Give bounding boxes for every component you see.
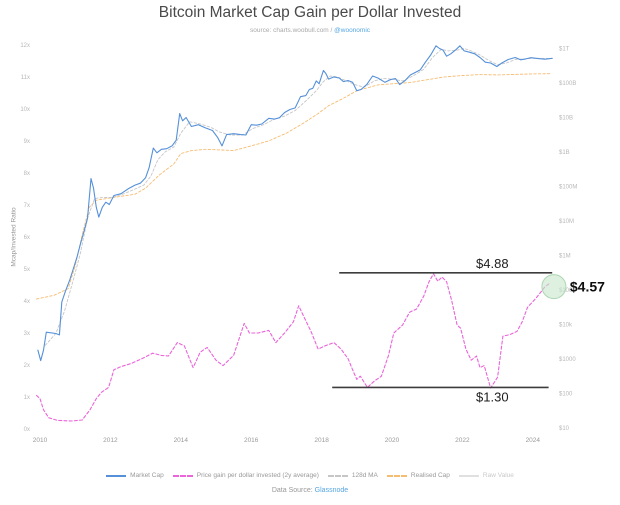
x-axis-tick-label: 2010 xyxy=(33,437,48,444)
legend-label-price-gain: Price gain per dollar invested (2y avera… xyxy=(196,472,319,479)
left-axis-tick-label: 9x xyxy=(24,139,30,145)
x-axis-tick-label: 2020 xyxy=(385,437,400,444)
x-axis-tick-label: 2012 xyxy=(103,437,118,444)
legend-item-price-gain[interactable]: Price gain per dollar invested (2y avera… xyxy=(172,472,319,479)
right-axis-tick-label: $1000 xyxy=(559,357,576,363)
current-value-marker xyxy=(541,274,567,300)
right-axis-tick-label: $10M xyxy=(559,219,574,225)
left-axis-tick-label: 4x xyxy=(24,299,30,305)
legend-label-ma-128d: 128d MA xyxy=(351,472,378,479)
legend-swatch-realised-cap xyxy=(386,474,407,477)
annotation-label: $4.88 xyxy=(476,256,509,271)
subtitle-source-text: source: charts.woobull.com / xyxy=(249,27,335,34)
ma-128d-line xyxy=(44,48,553,346)
right-axis-tick-label: $100B xyxy=(559,81,576,87)
legend-label-raw-value: Raw Value xyxy=(482,472,514,479)
left-axis-tick-label: 1x xyxy=(24,395,30,401)
left-axis-tick-label: 5x xyxy=(24,267,30,273)
legend-swatch-price-gain xyxy=(172,474,193,477)
legend-item-ma-128d[interactable]: 128d MA xyxy=(327,472,378,479)
annotation-label: $1.30 xyxy=(476,389,509,404)
legend-swatch-raw-value xyxy=(458,474,479,477)
legend-item-raw-value[interactable]: Raw Value xyxy=(458,472,514,479)
price-gain-line xyxy=(35,273,551,422)
legend: Market Cap Price gain per dollar invested… xyxy=(0,472,620,479)
right-axis-tick-label: $100M xyxy=(559,185,577,191)
realised-cap-line xyxy=(36,73,551,300)
legend-item-realised-cap[interactable]: Realised Cap xyxy=(386,472,450,479)
data-source: Data Source: Glassnode xyxy=(0,487,620,494)
legend-swatch-market-cap xyxy=(106,474,127,477)
left-axis-tick-label: 7x xyxy=(24,203,30,209)
x-axis-tick-label: 2016 xyxy=(244,437,259,444)
x-axis-tick-label: 2024 xyxy=(526,437,541,444)
glassnode-link[interactable]: Glassnode xyxy=(314,487,349,494)
legend-label-market-cap: Market Cap xyxy=(130,472,164,479)
x-axis-tick-label: 2014 xyxy=(174,437,189,444)
right-axis-tick-label: $1T xyxy=(559,47,570,53)
data-source-text: Data Source: xyxy=(271,487,315,494)
left-axis-tick-label: 12x xyxy=(20,43,30,49)
legend-item-market-cap[interactable]: Market Cap xyxy=(106,472,164,479)
left-axis-tick-label: 2x xyxy=(24,363,30,369)
left-axis-tick-label: 3x xyxy=(24,331,30,337)
left-axis-tick-label: 6x xyxy=(24,235,30,241)
right-axis-tick-label: $10B xyxy=(559,116,573,122)
right-axis-tick-label: $1M xyxy=(559,254,571,260)
right-axis-tick-label: $1B xyxy=(559,150,570,156)
left-axis-tick-label: 8x xyxy=(24,171,30,177)
chart-subtitle: source: charts.woobull.com / @woonomic xyxy=(0,27,620,34)
x-axis-tick-label: 2018 xyxy=(314,437,329,444)
left-axis-tick-label: 10x xyxy=(20,107,30,113)
legend-swatch-ma-128d xyxy=(327,474,348,477)
right-axis-tick-label: $10 xyxy=(559,426,570,432)
woonomic-link[interactable]: @woonomic xyxy=(334,27,371,34)
left-axis-tick-label: 11x xyxy=(21,75,30,81)
right-axis-tick-label: $100k xyxy=(559,288,576,294)
legend-label-realised-cap: Realised Cap xyxy=(410,472,450,479)
right-axis-tick-label: $100 xyxy=(559,392,573,398)
right-axis-tick-label: $10k xyxy=(559,323,573,329)
current-value-label: $4.57 xyxy=(570,279,605,295)
chart-title: Bitcoin Market Cap Gain per Dollar Inves… xyxy=(158,4,462,21)
left-axis-tick-label: 0x xyxy=(24,427,30,433)
market-cap-line xyxy=(37,45,553,362)
x-axis-tick-label: 2022 xyxy=(455,437,470,444)
